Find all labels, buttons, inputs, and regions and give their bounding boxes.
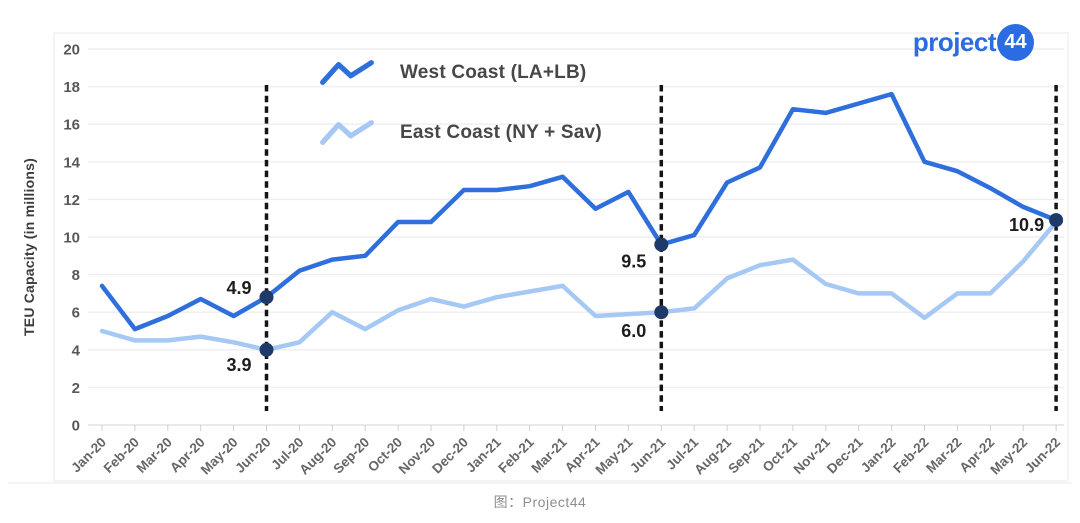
chart-card-border [53, 32, 1069, 482]
y-tick-label-10: 10 [63, 230, 80, 247]
y-tick-label-18: 18 [63, 79, 80, 96]
legend-item-west-coast: West Coast (LA+LB) [318, 55, 602, 91]
x-tick-label-Jun-22: Jun-22 [1022, 435, 1063, 476]
markers-layer: 4.9 3.9 9.5 6.0 10.9 [226, 213, 1064, 375]
project44-logo: project 44 [913, 24, 1034, 61]
annotation-label-9.5: 9.5 [621, 252, 646, 272]
x-tick-label-Mar-21: Mar-21 [528, 434, 570, 476]
x-tick-label-Dec-20: Dec-20 [429, 435, 471, 477]
x-tick-label-Dec-21: Dec-21 [824, 434, 866, 476]
x-tick-label-Feb-20: Feb-20 [101, 435, 142, 476]
legend-label-east-coast: East Coast (NY + Sav) [400, 122, 602, 143]
marker-dot-Jun-21-s1 [654, 305, 669, 320]
marker-dot-Jun-20-s1 [259, 342, 274, 357]
figure-caption: 图：Project44 [493, 494, 587, 510]
x-tick-label-May-21: May-21 [593, 434, 636, 477]
x-tick-label-Feb-21: Feb-21 [495, 434, 537, 476]
project44-logo-badge: 44 [997, 24, 1034, 61]
x-tick-label-May-22: May-22 [987, 435, 1030, 478]
x-tick-label-May-20: May-20 [198, 435, 241, 478]
x-tick-label-Nov-20: Nov-20 [396, 435, 438, 477]
y-tick-label-0: 0 [72, 418, 80, 435]
project44-logo-text: project [912, 27, 997, 57]
marker-dot-Jun-22-s0 [1049, 213, 1064, 228]
x-tick-label-Sep-21: Sep-21 [725, 434, 767, 476]
annotation-label-4.9: 4.9 [226, 278, 251, 298]
x-tick-label-Nov-21: Nov-21 [790, 434, 833, 477]
annotation-label-3.9: 3.9 [226, 355, 251, 375]
y-tick-label-20: 20 [63, 42, 80, 59]
west-coast-line-icon [320, 60, 374, 85]
y-tick-label-16: 16 [63, 117, 80, 134]
y-tick-label-8: 8 [72, 267, 80, 284]
y-tick-label-2: 2 [72, 380, 80, 397]
y-axis-title: TEU Capacity (in millions) [21, 158, 37, 336]
x-tick-label-Aug-20: Aug-20 [296, 435, 339, 478]
marker-dot-Jun-20-s0 [259, 290, 274, 305]
x-tick-label-Jun-21: Jun-21 [627, 434, 669, 476]
x-tick-label-Aug-21: Aug-21 [691, 434, 734, 477]
east-coast-line-icon [320, 120, 374, 145]
legend-item-east-coast: East Coast (NY + Sav) [318, 115, 602, 151]
x-tick-label-Jan-20: Jan-20 [68, 435, 109, 476]
x-tick-label-Jun-20: Jun-20 [232, 435, 273, 476]
y-tick-label-14: 14 [63, 154, 80, 171]
y-tick-label-6: 6 [72, 305, 80, 322]
marker-dot-Jun-21-s0 [654, 237, 669, 252]
y-tick-label-12: 12 [63, 192, 80, 209]
annotation-label-10.9: 10.9 [1009, 215, 1044, 235]
y-tick-label-4: 4 [72, 342, 81, 359]
chart-legend: West Coast (LA+LB) East Coast (NY + Sav) [318, 55, 602, 151]
x-tick-label-Sep-20: Sep-20 [330, 435, 372, 477]
x-tick-label-Jan-22: Jan-22 [858, 435, 899, 476]
annotation-label-6.0: 6.0 [621, 321, 646, 341]
x-tick-label-Feb-22: Feb-22 [890, 435, 931, 476]
gridlines-layer [88, 48, 1064, 426]
x-tick-label-Mar-22: Mar-22 [923, 435, 964, 476]
legend-label-west-coast: West Coast (LA+LB) [400, 62, 587, 83]
x-tick-label-Mar-20: Mar-20 [134, 435, 175, 476]
